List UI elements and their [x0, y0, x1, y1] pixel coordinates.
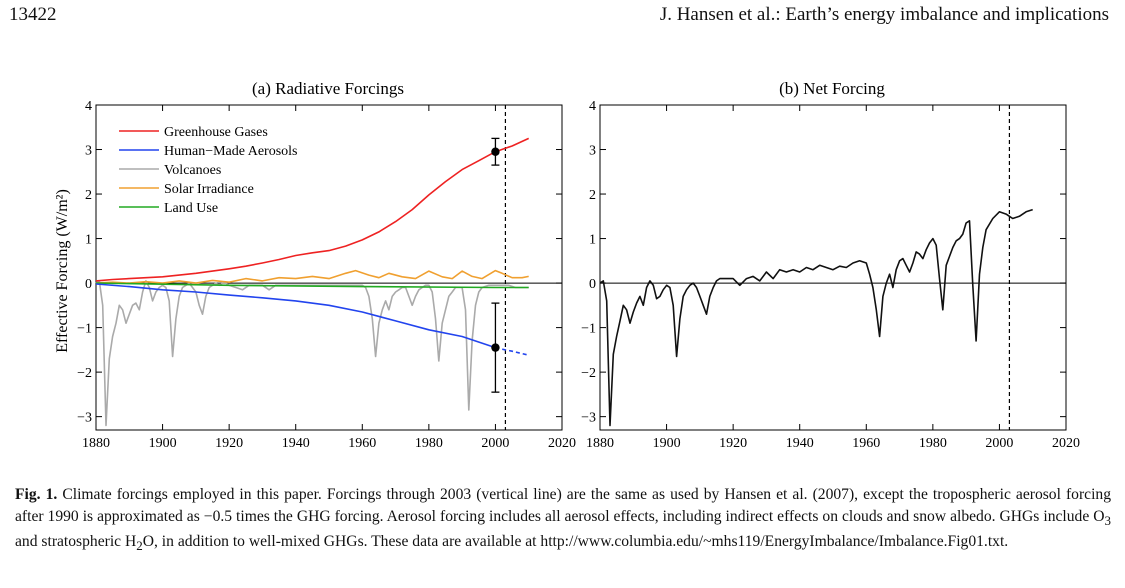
b-y-tick-label: 0	[589, 277, 596, 292]
panel-a-legend: Greenhouse Gases Human−Made Aerosols Vol…	[119, 125, 298, 216]
b-x-tick-label: 1880	[586, 436, 614, 451]
a-x-tick-label: 2000	[481, 436, 509, 451]
a-x-tick-label: 1940	[282, 436, 310, 451]
caption-text-1: Climate forcings employed in this paper.…	[15, 486, 1112, 525]
panel-a-ticks: 1880 1900 1920 1940 1960 1980 2000 2020 −3 −2 −1 0 1…	[77, 99, 576, 451]
a-y-tick-label: −2	[77, 366, 92, 381]
a-x-tick-label: 1980	[415, 436, 443, 451]
a-x-tick-label: 1960	[348, 436, 376, 451]
a-y-tick-label: −1	[77, 322, 92, 337]
legend-solar: Solar Irradiance	[164, 182, 254, 197]
panel-b-series	[599, 208, 1033, 427]
panel-b-frame	[599, 104, 1067, 431]
panel-a-frame	[95, 104, 563, 431]
a-y-tick-label: −3	[77, 411, 92, 426]
legend-greenhouse: Greenhouse Gases	[164, 125, 268, 140]
b-x-tick-label: 1900	[653, 436, 681, 451]
a-y-tick-label: 1	[85, 233, 92, 248]
b-y-tick-label: −3	[581, 411, 596, 426]
b-x-tick-label: 1920	[719, 436, 747, 451]
panel-b-net-forcing: (b) Net Forcing 1880 1900 1920 1940 1960 1980…	[581, 79, 1080, 451]
a-y-tick-label: 3	[85, 144, 92, 159]
a-x-tick-label: 1920	[215, 436, 243, 451]
b-x-tick-label: 1960	[852, 436, 880, 451]
b-y-tick-label: 4	[589, 99, 596, 114]
panel-a-series	[95, 137, 530, 427]
error-bar-point	[491, 343, 500, 352]
caption-text-2: and stratospheric H	[15, 533, 137, 551]
b-x-tick-label: 2000	[985, 436, 1013, 451]
running-title: J. Hansen et al.: Earth’s energy imbalan…	[659, 4, 1109, 25]
b-y-tick-label: −1	[581, 322, 596, 337]
a-series-land-use	[95, 282, 529, 289]
panel-a-radiative-forcings: (a) Radiative Forcings Effective Forcing…	[54, 79, 576, 451]
panel-a-title: (a) Radiative Forcings	[252, 79, 404, 98]
a-x-tick-label: 1880	[82, 436, 110, 451]
panel-b-title: (b) Net Forcing	[779, 79, 885, 98]
figure-caption: Fig. 1. Climate forcings employed in thi…	[15, 484, 1111, 557]
b-y-tick-label: −2	[581, 366, 596, 381]
caption-label: Fig. 1.	[15, 486, 58, 503]
b-y-tick-label: 3	[589, 144, 596, 159]
caption-text-3: O, in addition to well-mixed GHGs. These…	[142, 533, 1009, 551]
a-series-human-made-aerosols	[95, 283, 496, 349]
b-x-tick-label: 1940	[786, 436, 814, 451]
figure-1: (a) Radiative Forcings Effective Forcing…	[54, 79, 1080, 451]
a-x-tick-label: 1900	[149, 436, 177, 451]
b-y-tick-label: 1	[589, 233, 596, 248]
a-y-tick-label: 0	[85, 277, 92, 292]
caption-sub-2: 2	[136, 538, 143, 554]
legend-landuse: Land Use	[164, 201, 218, 216]
panel-a-y-axis-label: Effective Forcing (W/m²)	[54, 189, 71, 353]
a-series-greenhouse-gases	[95, 137, 530, 282]
b-y-tick-label: 2	[589, 188, 596, 203]
b-series-net-forcing	[599, 208, 1033, 427]
panel-b-ticks: 1880 1900 1920 1940 1960 1980 2000 2020 −3 −2 −1 0 1…	[581, 99, 1080, 451]
a-series-solar-irradiance	[95, 269, 529, 284]
a-y-tick-label: 2	[85, 188, 92, 203]
panel-a-error-bars	[491, 137, 500, 393]
a-x-tick-label: 2020	[548, 436, 576, 451]
caption-sub-1: 3	[1104, 512, 1112, 528]
legend-aerosols: Human−Made Aerosols	[164, 144, 298, 159]
b-x-tick-label: 1980	[919, 436, 947, 451]
error-bar-point	[491, 147, 500, 156]
page-number: 13422	[9, 4, 57, 25]
legend-volcanoes: Volcanoes	[164, 163, 221, 178]
b-x-tick-label: 2020	[1052, 436, 1080, 451]
a-series-human-made-aerosols-extrapolated-	[495, 346, 529, 356]
a-y-tick-label: 4	[85, 99, 92, 114]
